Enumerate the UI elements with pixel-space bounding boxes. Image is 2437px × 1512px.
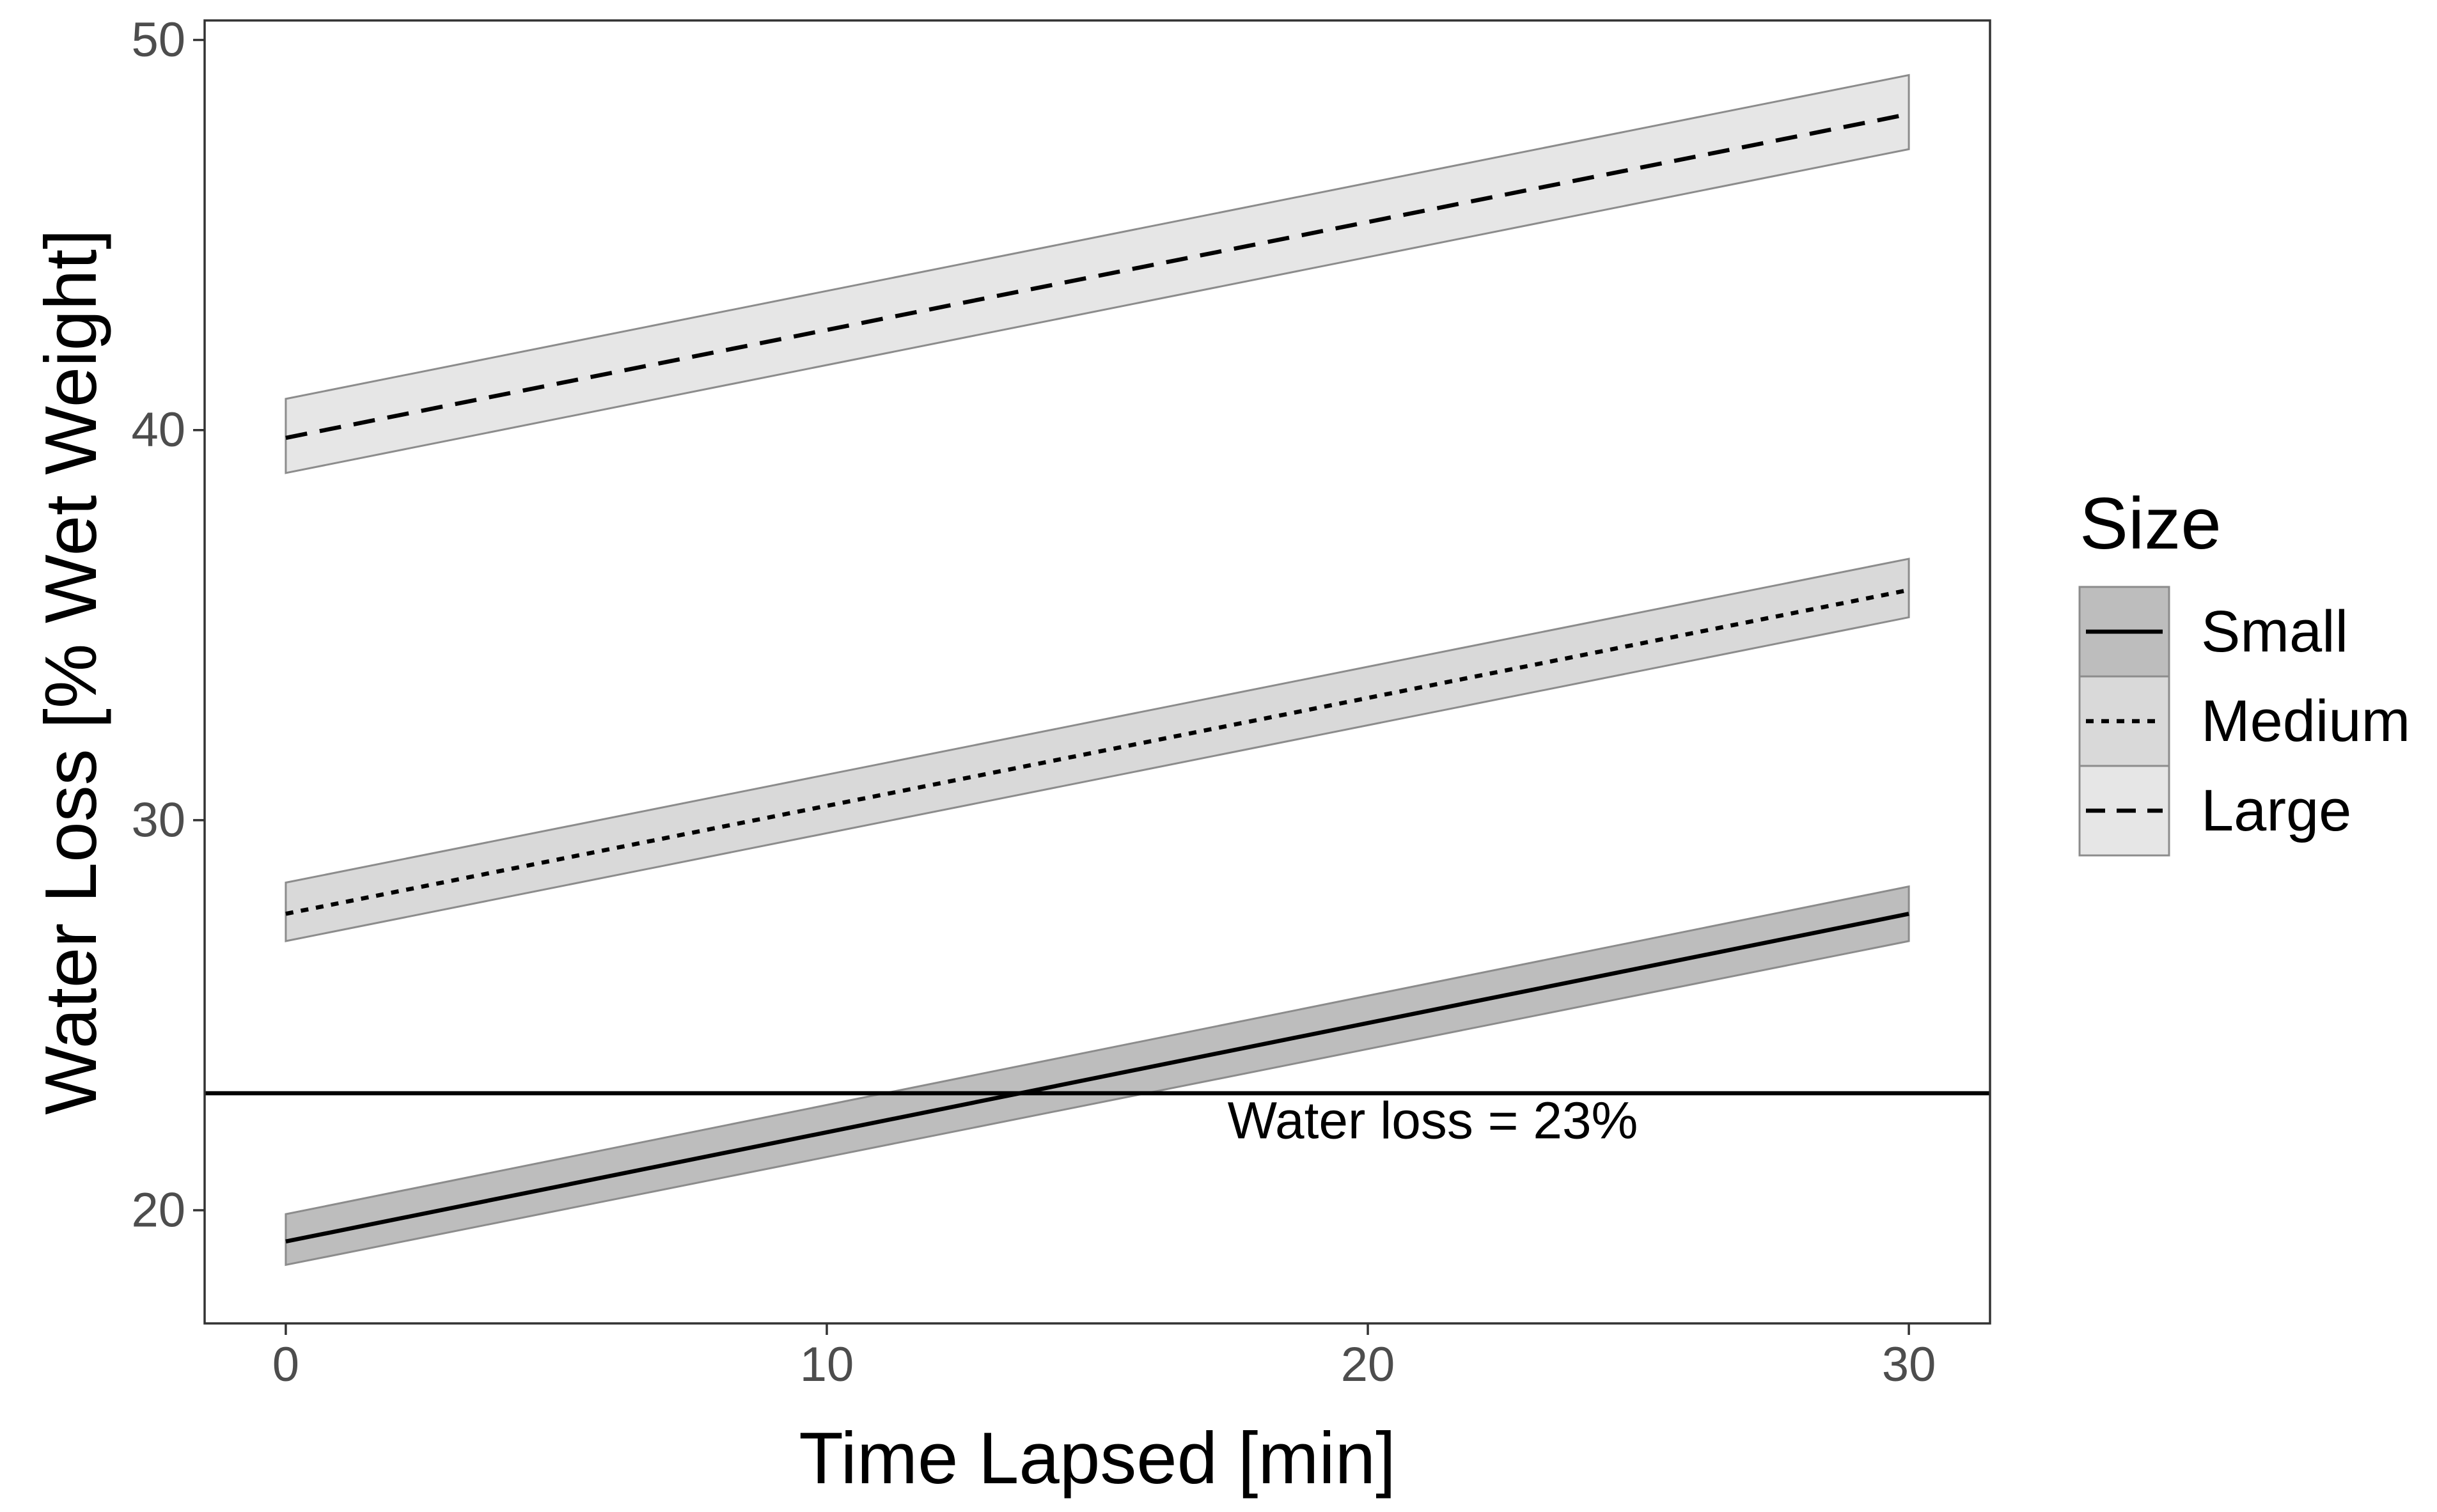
- reference-line-label: Water loss = 23%: [1228, 1091, 1638, 1150]
- x-tick-label: 20: [1341, 1337, 1395, 1392]
- legend-label-small: Small: [2201, 599, 2348, 664]
- legend-label-medium: Medium: [2201, 689, 2410, 754]
- reference-line-layer: Water loss = 23%: [205, 1091, 1990, 1150]
- x-tick-label: 10: [800, 1337, 854, 1392]
- x-axis: 0 10 20 30: [272, 1323, 1936, 1392]
- legend: Size Small Medium Large: [2078, 483, 2410, 857]
- legend-label-large: Large: [2201, 778, 2351, 843]
- y-tick-label: 50: [131, 13, 185, 67]
- y-tick-label: 30: [131, 793, 185, 847]
- y-axis-title: Water Loss [% Wet Weight]: [31, 229, 112, 1114]
- y-tick-label: 20: [131, 1183, 185, 1238]
- legend-keys: Small Medium Large: [2078, 586, 2410, 857]
- x-axis-title: Time Lapsed [min]: [799, 1418, 1396, 1499]
- ribbon-medium: [285, 557, 1910, 942]
- x-tick-label: 30: [1882, 1337, 1936, 1392]
- line-layer: [285, 112, 1909, 1244]
- ribbon-large: [285, 74, 1910, 474]
- y-axis: 20 30 40 50: [131, 13, 205, 1238]
- line-small: [285, 912, 1909, 1244]
- panel-border: [203, 19, 1991, 1325]
- x-tick-label: 0: [272, 1337, 299, 1392]
- legend-title: Size: [2080, 483, 2222, 565]
- y-tick-label: 40: [131, 403, 185, 457]
